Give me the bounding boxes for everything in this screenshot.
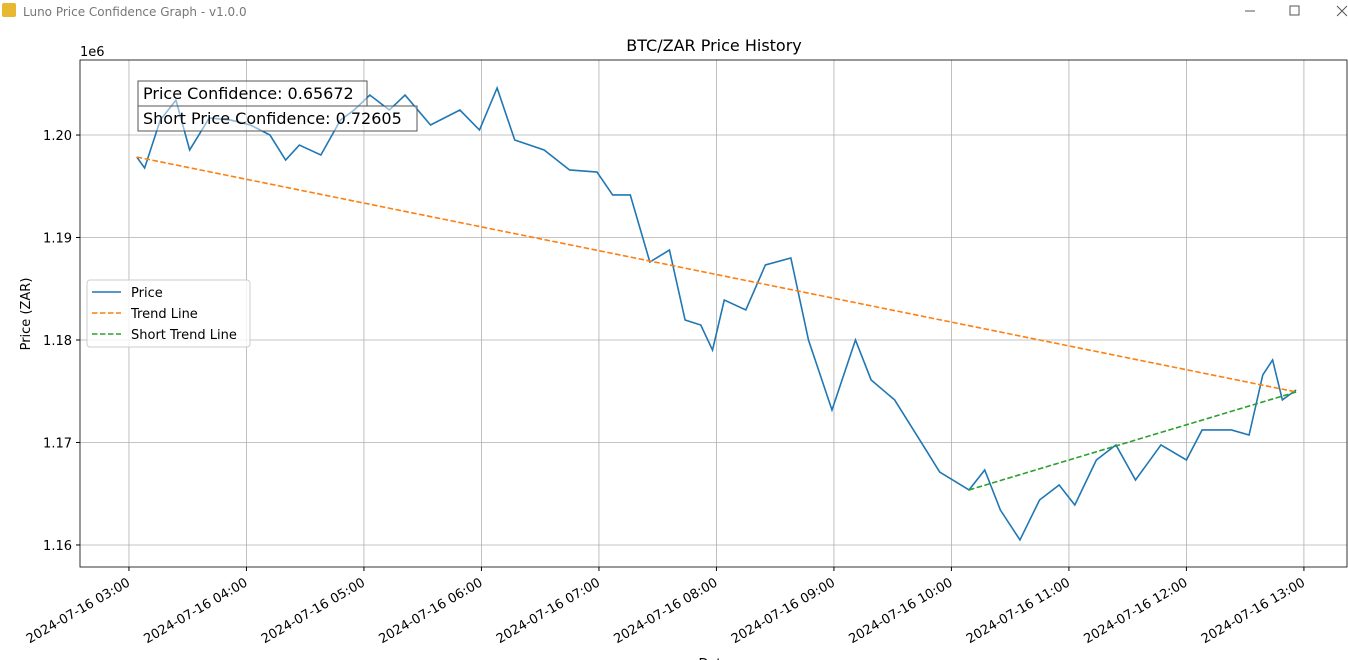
y-tick-label: 1.16 [43,539,72,554]
legend-box [86,279,251,348]
y-tick-label: 1.20 [43,129,72,144]
window-title: Luno Price Confidence Graph - v1.0.0 [23,5,247,19]
y-tick-label: 1.17 [43,436,72,451]
chart-title: BTC/ZAR Price History [626,36,802,55]
y-offset-label: 1e6 [80,45,105,60]
series-line [136,156,1297,393]
close-button[interactable] [1336,5,1348,17]
legend-label: Price [131,286,163,301]
maximize-button[interactable] [1289,5,1300,16]
x-axis-label: Date [698,657,729,660]
annotation: Short Price Confidence: 0.72605 [143,109,402,128]
y-tick-label: 1.19 [43,232,72,247]
legend-label: Short Trend Line [131,328,237,343]
title-bar: Luno Price Confidence Graph - v1.0.0 [2,3,1348,19]
series-line [968,391,1297,491]
annotation-box [137,105,418,132]
app-icon [2,3,16,17]
annotation-box [137,80,368,107]
y-tick-label: 1.18 [43,334,72,349]
legend-label: Trend Line [130,307,198,322]
annotation: Price Confidence: 0.65672 [143,84,354,103]
y-axis-label: Price (ZAR) [19,278,34,351]
series-line [136,85,1297,542]
axes-frame [79,59,1348,568]
